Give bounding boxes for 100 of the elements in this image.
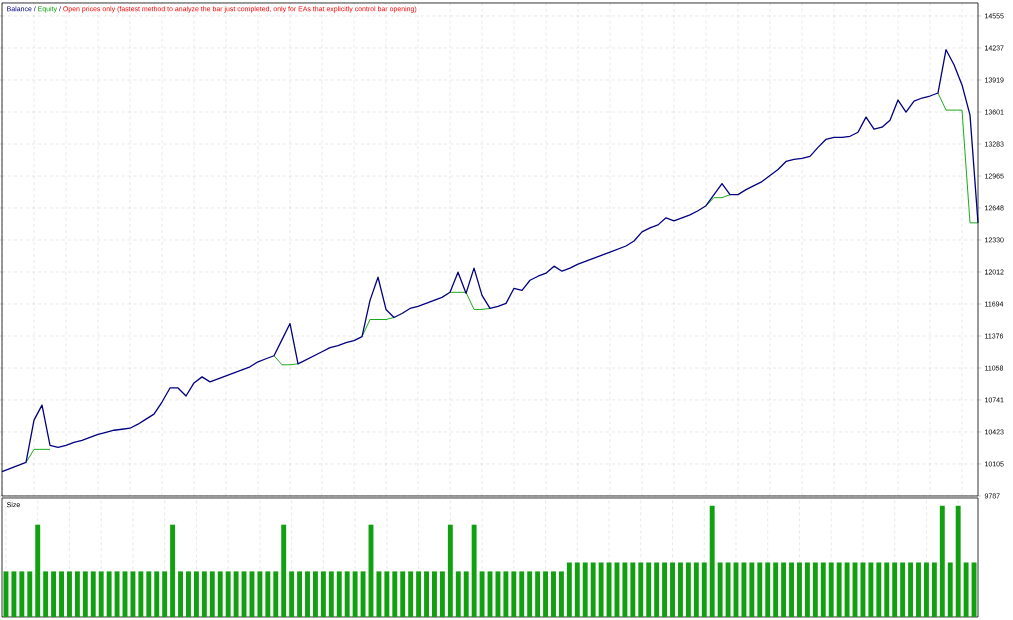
bar xyxy=(955,505,961,617)
bar xyxy=(312,571,318,617)
bar xyxy=(789,562,794,617)
bar xyxy=(963,562,969,617)
bar xyxy=(59,571,64,617)
bar xyxy=(146,571,152,617)
bar xyxy=(392,571,398,617)
bar xyxy=(463,571,469,617)
bar xyxy=(574,562,580,617)
bar xyxy=(281,524,287,617)
bar xyxy=(916,562,921,617)
bar xyxy=(900,562,906,617)
bar xyxy=(820,562,826,617)
bar xyxy=(106,571,112,617)
bar xyxy=(558,571,564,617)
bar xyxy=(130,571,136,617)
bar xyxy=(908,562,914,617)
bar xyxy=(138,571,144,617)
bar xyxy=(51,571,57,617)
bar xyxy=(923,562,929,617)
bar xyxy=(781,562,787,617)
bar xyxy=(249,571,255,617)
bar xyxy=(67,571,72,617)
bar xyxy=(701,562,707,617)
bar xyxy=(479,571,485,617)
bar xyxy=(297,571,303,617)
bar xyxy=(654,562,660,617)
bar xyxy=(662,562,668,617)
bar xyxy=(765,562,771,617)
bar xyxy=(35,524,41,617)
bar xyxy=(519,571,525,617)
bar xyxy=(19,571,25,617)
bar xyxy=(217,571,223,617)
bar xyxy=(90,571,96,617)
bar xyxy=(360,571,366,617)
bar xyxy=(154,571,160,617)
bar xyxy=(289,571,295,617)
bar xyxy=(836,562,842,617)
bar xyxy=(670,562,675,617)
bar xyxy=(844,562,850,617)
bar xyxy=(201,571,207,617)
bar xyxy=(233,571,239,617)
bar xyxy=(400,571,406,617)
bar xyxy=(11,571,17,617)
bar xyxy=(257,571,263,617)
bar xyxy=(749,562,755,617)
bar xyxy=(193,571,199,617)
bar xyxy=(543,571,549,617)
bar xyxy=(344,571,350,617)
bar xyxy=(868,562,874,617)
bar xyxy=(527,571,533,617)
bar xyxy=(630,562,636,617)
bar xyxy=(320,571,326,617)
bar xyxy=(162,571,168,617)
bar xyxy=(408,571,414,617)
bar xyxy=(511,571,517,617)
bar xyxy=(114,571,120,617)
bar xyxy=(178,571,183,617)
bar xyxy=(971,562,977,617)
bar xyxy=(43,571,49,617)
bar xyxy=(939,505,945,617)
bar xyxy=(709,505,715,617)
bar xyxy=(273,571,279,617)
bar xyxy=(535,571,541,617)
bar xyxy=(947,562,953,617)
bar xyxy=(265,571,271,617)
bar xyxy=(812,562,818,617)
bar xyxy=(447,524,453,617)
bar xyxy=(741,562,747,617)
bar xyxy=(328,571,334,617)
bar xyxy=(931,562,937,617)
bar xyxy=(677,562,683,617)
bar xyxy=(685,562,691,617)
bar xyxy=(638,562,644,617)
bar xyxy=(455,571,461,617)
bar xyxy=(74,571,80,617)
bar xyxy=(892,562,898,617)
bar xyxy=(598,562,604,617)
bar xyxy=(725,562,731,617)
bar xyxy=(582,562,588,617)
bar xyxy=(432,571,437,617)
bar xyxy=(860,562,866,617)
bar xyxy=(828,562,834,617)
bar xyxy=(876,562,882,617)
bar xyxy=(757,562,763,617)
bar xyxy=(416,571,422,617)
bar xyxy=(503,571,509,617)
bar xyxy=(646,562,652,617)
bar xyxy=(717,562,723,617)
bar xyxy=(804,562,810,617)
bar xyxy=(439,571,445,617)
bar xyxy=(170,524,176,617)
bar xyxy=(551,571,556,617)
bar xyxy=(82,571,88,617)
bar xyxy=(352,571,358,617)
bar xyxy=(209,571,215,617)
bar xyxy=(384,571,390,617)
bar xyxy=(471,524,477,617)
bar xyxy=(305,571,310,617)
bar xyxy=(566,562,572,617)
